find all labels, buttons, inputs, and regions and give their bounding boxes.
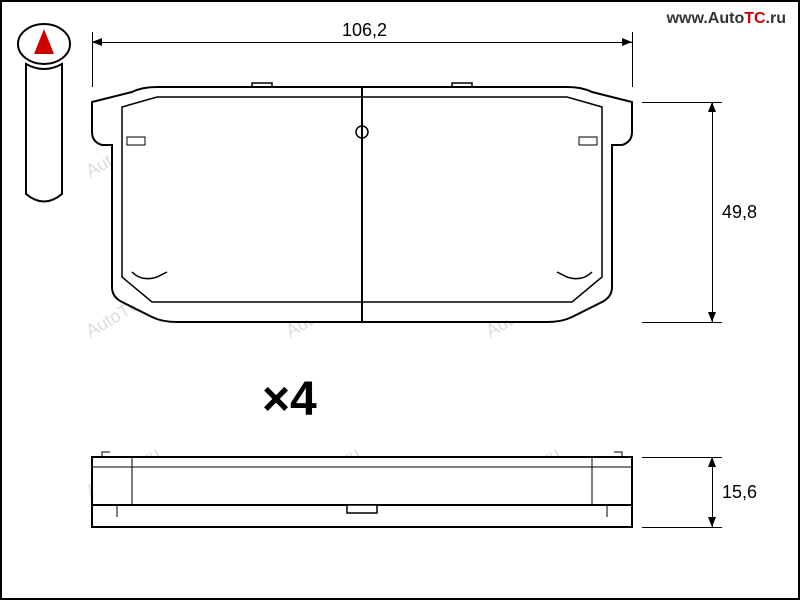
url-highlight: TC bbox=[744, 10, 765, 27]
brake-pad-top-view bbox=[72, 77, 652, 337]
diagram-container: AutoTC.ru AutoTC.ru AutoTC.ru AutoTC.ru … bbox=[0, 0, 800, 600]
brand-url: www.AutoTC.ru bbox=[667, 10, 786, 28]
brand-logo bbox=[14, 14, 74, 214]
dim-tick bbox=[642, 527, 722, 528]
brake-pad-side-view bbox=[72, 447, 652, 537]
dim-width-arrow bbox=[92, 42, 632, 43]
dim-height-arrow bbox=[712, 102, 713, 322]
dim-width-text: 106,2 bbox=[342, 20, 387, 41]
url-suffix: .ru bbox=[766, 10, 786, 27]
quantity-label: ×4 bbox=[262, 372, 317, 427]
url-mid: Auto bbox=[708, 10, 744, 27]
dim-thick-text: 15,6 bbox=[722, 482, 757, 503]
dim-height-text: 49,8 bbox=[722, 202, 757, 223]
url-prefix: www. bbox=[667, 10, 708, 27]
dim-tick bbox=[642, 322, 722, 323]
dim-thick-arrow bbox=[712, 457, 713, 527]
